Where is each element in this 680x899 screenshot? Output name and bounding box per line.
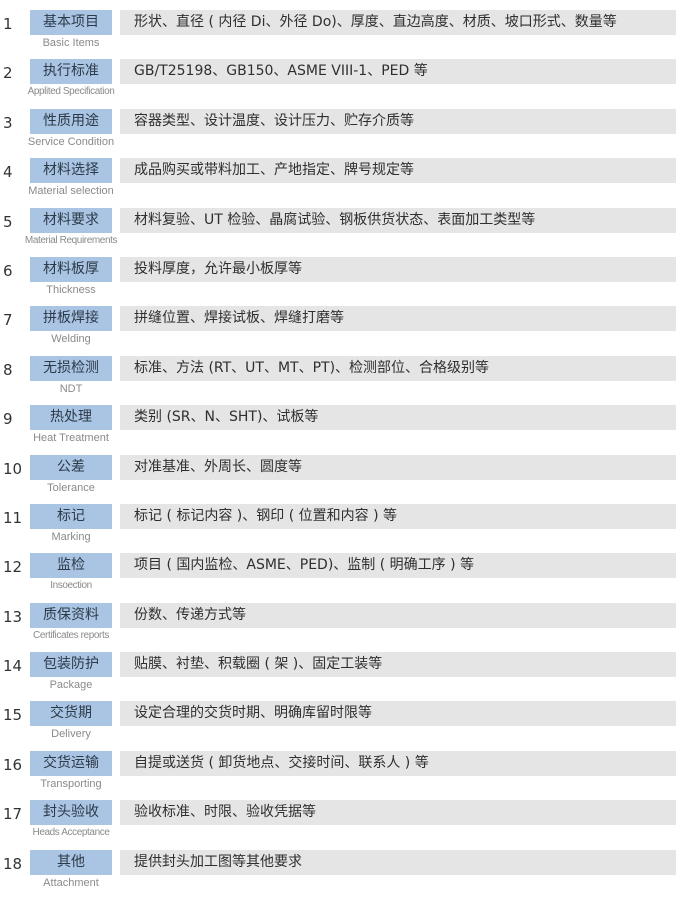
list-item: 1 基本项目 Basic Items 形状、直径 ( 内径 Di、外径 Do)、… [0,10,680,59]
item-description: 标准、方法 (RT、UT、MT、PT)、检测部位、合格级别等 [120,355,676,381]
item-description: 提供封头加工图等其他要求 [120,849,676,875]
item-label: 交货期 [30,701,112,727]
list-item: 2 执行标准 Applited Specification GB/T25198、… [0,59,680,108]
item-label: 标记 [30,503,112,529]
list-item: 15 交货期 Delivery 设定合理的交货时期、明确库留时限等 [0,701,680,750]
item-number: 14 [3,657,23,676]
item-number: 16 [3,755,23,774]
item-label: 无损检测 [30,355,112,381]
item-number: 10 [3,459,23,478]
requirements-list: 1 基本项目 Basic Items 形状、直径 ( 内径 Di、外径 Do)、… [0,10,680,899]
item-english-label: Marking [51,530,91,543]
item-description: 投料厚度，允许最小板厚等 [120,256,676,282]
item-description: 验收标准、时限、验收凭据等 [120,800,676,826]
list-item: 13 质保资料 Certificates reports 份数、传递方式等 [0,602,680,652]
item-english-label: Insoection [50,580,92,592]
list-item: 3 性质用途 Service Condition 容器类型、设计温度、设计压力、… [0,108,680,158]
item-number: 17 [3,805,23,824]
list-item: 11 标记 Marking 标记 ( 标记内容 )、钢印 ( 位置和内容 ) 等 [0,503,680,553]
item-number: 2 [3,64,13,83]
item-number: 5 [3,212,13,231]
item-english-label: Heads Acceptance [32,827,110,839]
item-description: 成品购买或带料加工、产地指定、牌号规定等 [120,158,676,184]
list-item: 5 材料要求 Material Requirements 材料复验、UT 检验、… [0,207,680,257]
item-english-label: Attachment [43,876,99,889]
list-item: 18 其他 Attachment 提供封头加工图等其他要求 [0,849,680,899]
item-number: 3 [3,113,13,132]
item-description: 对准基准、外周长、圆度等 [120,454,676,480]
list-item: 14 包装防护 Package 贴膜、衬垫、积载圈 ( 架 )、固定工装等 [0,652,680,701]
item-label: 执行标准 [30,59,112,85]
item-label: 公差 [30,454,112,480]
item-english-label: Basic Items [42,37,100,49]
item-label: 质保资料 [30,602,112,628]
item-description: 材料复验、UT 检验、晶腐试验、钢板供货状态、表面加工类型等 [120,207,676,233]
item-number: 12 [3,558,23,577]
item-number: 6 [3,261,13,280]
item-description: 项目 ( 国内监检、ASME、PED)、监制 ( 明确工序 ) 等 [120,553,676,579]
item-english-label: Delivery [51,728,91,741]
list-item: 12 监检 Insoection 项目 ( 国内监检、ASME、PED)、监制 … [0,553,680,602]
item-label: 材料选择 [30,158,112,184]
item-english-label: Applited Specification [27,86,115,98]
item-description: 类别 (SR、N、SHT)、试板等 [120,405,676,431]
item-description: GB/T25198、GB150、ASME VIII-1、PED 等 [120,59,676,85]
item-description: 形状、直径 ( 内径 Di、外径 Do)、厚度、直边高度、材质、坡口形式、数量等 [120,10,676,35]
item-label: 材料板厚 [30,256,112,282]
item-number: 7 [3,311,13,330]
list-item: 8 无损检测 NDT 标准、方法 (RT、UT、MT、PT)、检测部位、合格级别… [0,355,680,405]
item-number: 18 [3,854,23,873]
item-english-label: Welding [51,333,91,346]
item-english-label: Transporting [40,777,102,790]
item-description: 自提或送货 ( 卸货地点、交接时间、联系人 ) 等 [120,750,676,776]
list-item: 10 公差 Tolerance 对准基准、外周长、圆度等 [0,454,680,504]
item-number: 8 [3,360,13,379]
item-description: 标记 ( 标记内容 )、钢印 ( 位置和内容 ) 等 [120,503,676,529]
item-number: 15 [3,706,23,725]
item-english-label: Heat Treatment [33,432,109,445]
item-number: 4 [3,163,13,182]
item-description: 份数、传递方式等 [120,602,676,628]
item-label: 材料要求 [30,207,112,233]
list-item: 4 材料选择 Material selection 成品购买或带料加工、产地指定… [0,158,680,207]
item-english-label: Material Requirements [24,234,118,246]
item-label: 交货运输 [30,750,112,776]
item-number: 1 [3,15,13,33]
list-item: 16 交货运输 Transporting 自提或送货 ( 卸货地点、交接时间、联… [0,750,680,800]
item-number: 13 [3,607,23,626]
item-english-label: Certificates reports [33,629,109,641]
item-label: 性质用途 [30,108,112,134]
item-english-label: Package [49,679,93,692]
item-label: 热处理 [30,405,112,431]
item-label: 其他 [30,849,112,875]
item-label: 封头验收 [30,800,112,826]
list-item: 17 封头验收 Heads Acceptance 验收标准、时限、验收凭据等 [0,800,680,849]
item-english-label: Material selection [28,185,114,198]
item-number: 9 [3,410,13,429]
item-english-label: NDT [59,382,83,395]
item-description: 拼缝位置、焊接试板、焊缝打磨等 [120,306,676,332]
item-label: 包装防护 [30,652,112,678]
item-label: 拼板焊接 [30,306,112,332]
item-label: 监检 [30,553,112,579]
list-item: 7 拼板焊接 Welding 拼缝位置、焊接试板、焊缝打磨等 [0,306,680,355]
item-description: 容器类型、设计温度、设计压力、贮存介质等 [120,108,676,134]
item-number: 11 [3,508,23,527]
list-item: 6 材料板厚 Thickness 投料厚度，允许最小板厚等 [0,256,680,306]
item-english-label: Thickness [46,283,96,296]
item-english-label: Service Condition [27,135,115,148]
list-item: 9 热处理 Heat Treatment 类别 (SR、N、SHT)、试板等 [0,405,680,454]
item-description: 设定合理的交货时期、明确库留时限等 [120,701,676,727]
item-description: 贴膜、衬垫、积载圈 ( 架 )、固定工装等 [120,652,676,678]
item-english-label: Tolerance [47,481,95,494]
item-label: 基本项目 [30,10,112,35]
